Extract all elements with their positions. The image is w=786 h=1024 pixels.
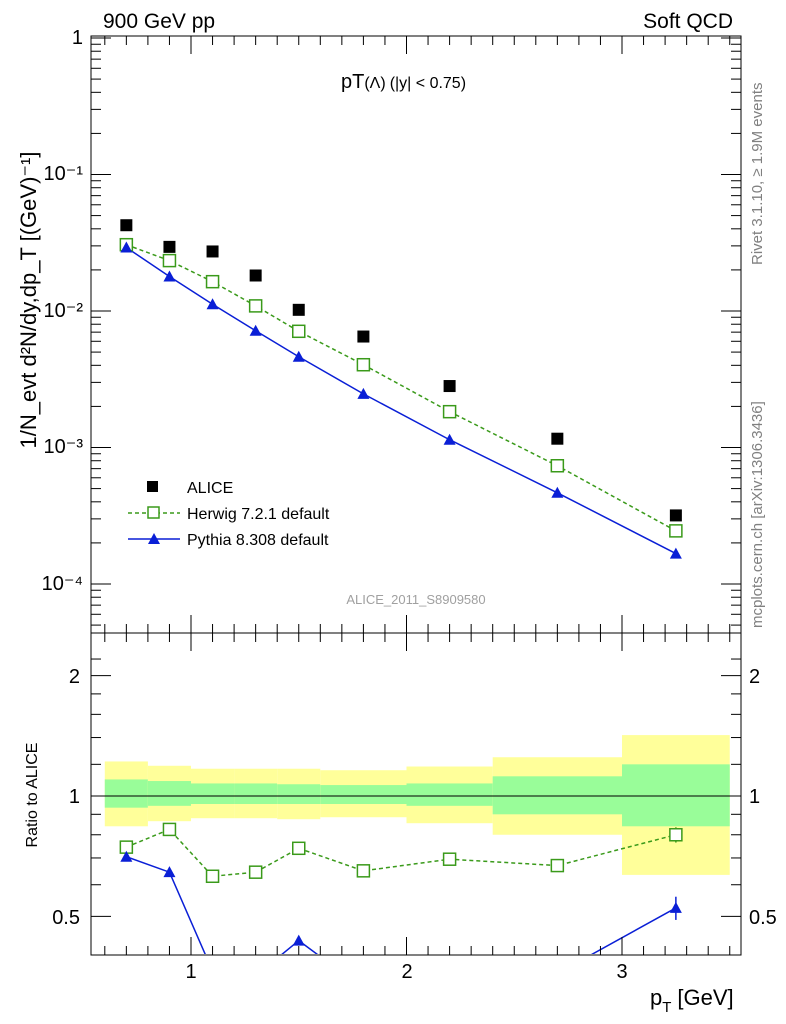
ratio-ytick-label-2-right: 2: [749, 666, 760, 688]
herwig-ratio-point: [205, 869, 220, 884]
herwig-ratio-point: [442, 852, 457, 866]
main-title: pT(Λ) (|y| < 0.75): [341, 71, 466, 93]
ratio-band-inner: [277, 784, 321, 804]
ratio-band-inner: [406, 783, 493, 806]
ratio-ytick-label-0p5: 0.5: [52, 907, 80, 929]
alice-point: [357, 330, 370, 343]
ytick-label-1e-3: 10⁻³: [44, 436, 84, 458]
ytick-label-1e-4: 10⁻⁴: [42, 573, 83, 595]
main-title-lambda: (Λ): [364, 75, 385, 92]
herwig-point: [205, 274, 220, 289]
header-right: Soft QCD: [643, 10, 733, 33]
main-panel-content: [119, 219, 683, 559]
ratio-ytick-label-1-right: 1: [749, 786, 760, 808]
pythia-point: [551, 486, 564, 498]
herwig-point: [669, 524, 683, 538]
alice-point: [206, 245, 219, 258]
main-title-cut: (|y| < 0.75): [390, 75, 466, 92]
pythia-point: [669, 547, 682, 559]
pythia-point: [249, 324, 262, 336]
legend-label-alice: ALICE: [187, 480, 233, 497]
ratio-band-inner: [234, 783, 278, 804]
analysis-id: ALICE_2011_S8909580: [346, 592, 485, 607]
legend-label-herwig: Herwig 7.2.1 default: [187, 506, 330, 523]
main-title-pt: pT: [341, 71, 364, 93]
herwig-point: [356, 357, 371, 372]
herwig-point: [248, 299, 263, 313]
ratio-panel-frame: [90, 632, 742, 956]
ratio-band-inner: [147, 781, 191, 806]
xtick-label-1: 1: [185, 961, 196, 983]
ytick-label-1e-1: 10⁻¹: [44, 163, 84, 185]
ratio-curves: [119, 822, 683, 994]
herwig-point: [550, 459, 565, 473]
alice-point: [443, 380, 456, 393]
legend-marker-pythia: [148, 533, 160, 544]
pythia-ratio-point: [551, 967, 563, 978]
pythia-point: [357, 387, 370, 399]
pythia-point: [206, 298, 219, 310]
xlabel-unit: [GeV]: [677, 985, 733, 1010]
legend: ALICE Herwig 7.2.1 default Pythia 8.308 …: [128, 480, 330, 549]
ratio-ytick-label-0p5-right: 0.5: [749, 907, 777, 929]
ytick-label-1e-2: 10⁻²: [44, 300, 84, 322]
pythia-ratio-point: [669, 901, 682, 913]
ratio-ytick-label-2: 2: [69, 666, 80, 688]
alice-point: [669, 509, 682, 522]
pythia-ratio-point: [444, 970, 456, 981]
ratio-band-inner: [622, 764, 730, 827]
xtick-label-3: 3: [616, 961, 627, 983]
herwig-ratio-point: [162, 822, 177, 837]
ratio-band-inner: [492, 776, 622, 815]
legend-marker-herwig: [147, 506, 160, 519]
pythia-point: [120, 241, 133, 253]
alice-point: [163, 240, 176, 253]
ratio-ytick-label-1: 1: [69, 786, 80, 808]
pythia-ratio-point: [357, 983, 369, 994]
xlabel: pT [GeV]: [650, 985, 734, 1016]
ratio-band-inner: [320, 785, 407, 804]
alice-point: [249, 269, 262, 282]
ratio-panel-content: [92, 735, 740, 994]
pythia-ratio-point: [292, 934, 305, 946]
pythia-point: [292, 350, 305, 362]
pythia-point: [443, 433, 456, 445]
axis-ticks: [91, 36, 741, 955]
xlabel-sub: T: [662, 999, 671, 1016]
pythia-ratio-point: [207, 965, 219, 976]
main-ylabel: 1/N_evt d²N/dy,dp_T [(GeV)⁻¹]: [16, 152, 41, 449]
ytick-label-1: 1: [72, 27, 83, 49]
pythia-ratio-point: [163, 866, 176, 878]
ratio-band-inner: [104, 779, 148, 808]
pythia-ratio-point: [250, 970, 262, 981]
herwig-ratio-point: [292, 841, 306, 856]
herwig-ratio-point: [248, 865, 263, 879]
rivet-label: Rivet 3.1.10, ≥ 1.9M events: [749, 83, 766, 266]
alice-point: [292, 303, 305, 316]
ratio-band-inner: [191, 783, 235, 804]
pythia-ratio-point: [120, 850, 133, 862]
ratio-ylabel: Ratio to ALICE: [24, 743, 41, 848]
herwig-line: [126, 243, 677, 532]
header-left: 900 GeV pp: [103, 10, 215, 33]
legend-marker-alice: [147, 481, 158, 492]
alice-point: [120, 219, 133, 232]
herwig-ratio-point: [356, 864, 371, 878]
alice-point: [551, 432, 564, 445]
pythia-point: [163, 270, 176, 282]
legend-label-pythia: Pythia 8.308 default: [187, 532, 329, 549]
herwig-ratio-point: [550, 858, 565, 873]
xlabel-p: p: [650, 985, 662, 1010]
xtick-label-2: 2: [401, 961, 412, 983]
mcplots-label: mcplots.cern.ch [arXiv:1306.3436]: [749, 401, 766, 628]
herwig-point: [292, 324, 306, 339]
herwig-ratio-point: [669, 828, 683, 842]
herwig-ratio-line: [126, 828, 677, 878]
herwig-point: [442, 404, 457, 419]
herwig-point: [162, 253, 177, 268]
